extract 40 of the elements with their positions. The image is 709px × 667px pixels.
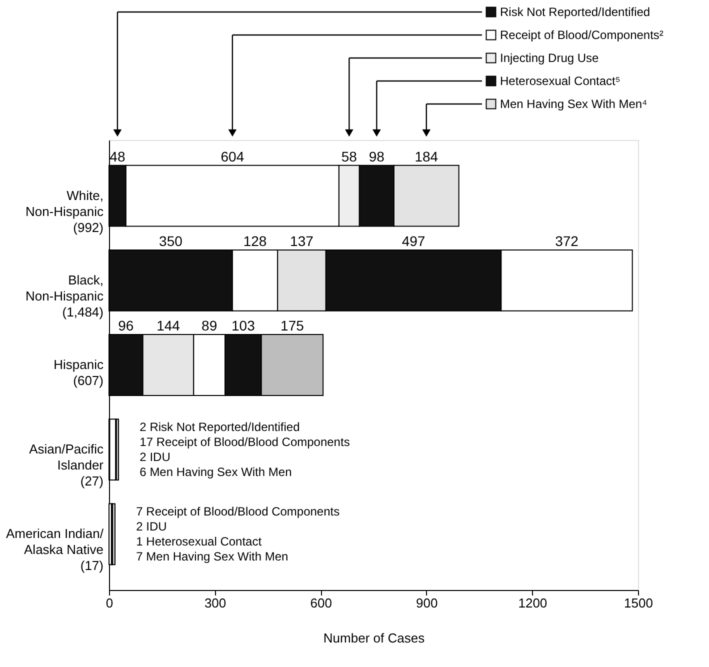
x-tick-label: 0 xyxy=(106,596,114,610)
y-tick-label: Asian/Pacific Islander (27) xyxy=(29,442,104,489)
x-tick-label: 900 xyxy=(416,596,438,610)
x-tick-label: 300 xyxy=(204,596,226,610)
data-label: 1 Heterosexual Contact xyxy=(136,534,262,549)
data-label: 6 Men Having Sex With Men xyxy=(140,465,292,480)
legend-label: Heterosexual Contact⁵ xyxy=(500,74,620,88)
data-label: 89 xyxy=(202,318,218,334)
data-label: 350 xyxy=(159,232,183,249)
x-tick-label: 1500 xyxy=(624,596,653,610)
y-tick-label: American Indian/ Alaska Native (17) xyxy=(6,526,104,574)
data-label: 372 xyxy=(555,232,579,249)
data-label: 103 xyxy=(232,318,256,334)
data-label: 184 xyxy=(414,148,438,164)
data-label: 2 IDU xyxy=(140,450,170,464)
data-label: 175 xyxy=(280,318,304,334)
x-tick-label: 1200 xyxy=(518,596,548,610)
data-label: 2 Risk Not Reported/Identified xyxy=(140,420,300,434)
data-label: 98 xyxy=(368,148,385,164)
legend-label: Men Having Sex With Men⁴ xyxy=(500,97,648,111)
data-label: 604 xyxy=(220,148,244,164)
y-tick-label: White, Non-Hispanic (992) xyxy=(25,188,104,235)
x-axis-title: Number of Cases xyxy=(323,630,426,646)
data-label: 96 xyxy=(118,318,134,334)
x-tick-label: 600 xyxy=(310,596,332,610)
data-label: 7 Receipt of Blood/Blood Components xyxy=(136,504,340,519)
data-label: 144 xyxy=(156,318,180,334)
data-label: 58 xyxy=(341,148,358,164)
data-label: 17 Receipt of Blood/Blood Components xyxy=(140,435,350,450)
data-label: 2 IDU xyxy=(136,520,167,534)
data-label: 137 xyxy=(290,232,314,249)
data-label: 497 xyxy=(402,232,426,249)
legend-label: Receipt of Blood/Components² xyxy=(500,28,664,42)
y-tick-label: Hispanic (607) xyxy=(54,357,104,388)
data-label: 7 Men Having Sex With Men xyxy=(136,550,288,564)
legend-label: Injecting Drug Use xyxy=(500,51,600,65)
legend-label: Risk Not Reported/Identified xyxy=(500,5,650,19)
data-label: 128 xyxy=(243,232,267,249)
data-label: 48 xyxy=(110,148,126,164)
y-tick-label: Black, Non-Hispanic (1,484) xyxy=(25,272,104,320)
